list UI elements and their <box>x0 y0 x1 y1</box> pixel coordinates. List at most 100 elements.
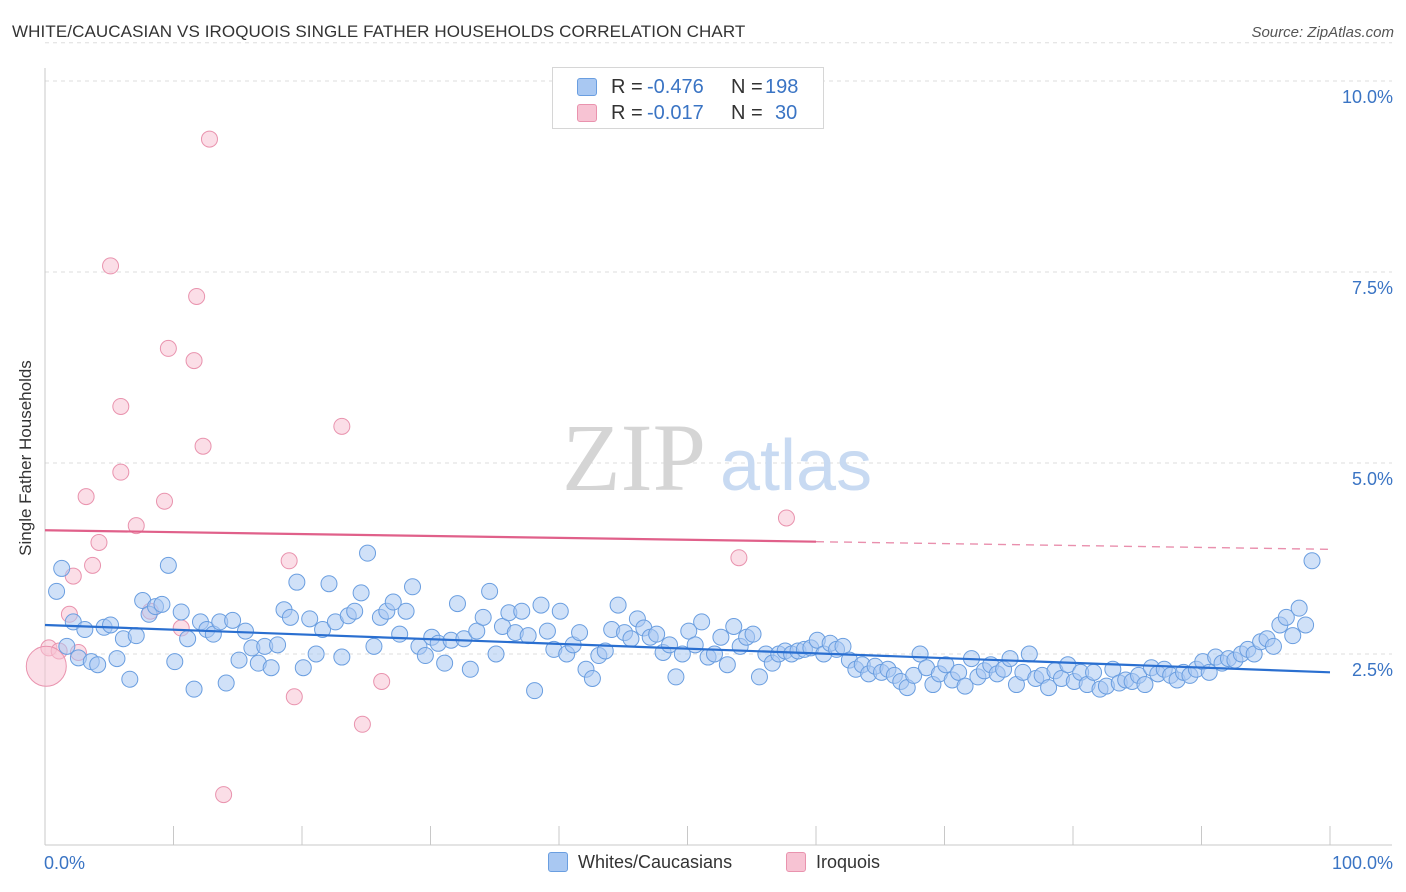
axes <box>44 68 1392 846</box>
y-tick-2-5: 2.5% <box>1351 660 1393 680</box>
legend-n-label: N = <box>731 102 763 124</box>
white-point <box>1040 679 1058 697</box>
white-point <box>571 624 589 642</box>
watermark-atlas: atlas <box>720 426 872 506</box>
iroquois-point <box>25 645 67 687</box>
white-point <box>487 645 505 663</box>
iroquois-trend-line <box>44 529 817 543</box>
white-point <box>905 666 923 684</box>
iroquois-point <box>730 549 748 567</box>
iroquois-point <box>84 556 102 574</box>
iroquois-point <box>373 673 391 691</box>
legend-label-iroquois: Iroquois <box>816 852 881 872</box>
white-point <box>391 625 409 643</box>
white-point <box>596 642 614 660</box>
white-point <box>172 603 190 621</box>
white-point <box>58 637 76 655</box>
white-point <box>269 636 287 654</box>
white-point <box>1303 552 1321 570</box>
white-point <box>307 645 325 663</box>
white-point <box>365 637 383 655</box>
white-point <box>725 617 743 635</box>
white-point <box>1277 608 1295 626</box>
white-point <box>224 611 242 629</box>
white-point <box>680 622 698 640</box>
white-point <box>481 582 499 600</box>
white-point <box>108 650 126 668</box>
white-point <box>301 610 319 628</box>
iroquois-point <box>159 339 177 357</box>
iroquois-points <box>25 130 795 804</box>
white-point <box>673 645 691 663</box>
white-point <box>538 622 556 640</box>
white-point <box>294 659 312 677</box>
iroquois-point <box>333 417 351 435</box>
white-point <box>397 602 415 620</box>
white-point <box>281 608 299 626</box>
x-tick-max: 100.0% <box>1331 853 1393 873</box>
source-label: Source: ZipAtlas.com <box>1251 24 1394 41</box>
white-point <box>314 621 332 639</box>
watermark-zip: ZIP <box>562 404 706 511</box>
white-point <box>230 651 248 669</box>
white-point <box>333 648 351 666</box>
white-point <box>384 593 402 611</box>
white-point <box>583 669 601 687</box>
iroquois-point <box>185 352 203 370</box>
white-point <box>1264 637 1282 655</box>
correlation-legend: R = -0.476 N = 198 R = -0.017 N = 30 <box>552 67 824 129</box>
white-point <box>404 578 422 596</box>
white-point <box>359 544 377 562</box>
white-point <box>166 653 184 671</box>
white-point <box>1085 663 1103 681</box>
legend-swatch-whites <box>548 852 568 872</box>
white-point <box>1059 656 1077 674</box>
white-point <box>416 647 434 665</box>
iroquois-point <box>215 786 233 804</box>
white-point <box>1001 650 1019 668</box>
white-point <box>718 656 736 674</box>
y-axis-label: Single Father Households <box>16 360 35 556</box>
white-point <box>89 656 107 674</box>
trend-lines <box>44 529 1331 674</box>
white-point <box>179 630 197 648</box>
white-point <box>153 595 171 613</box>
white-point <box>1297 616 1315 634</box>
white-point <box>127 627 145 645</box>
legend-r-value: -0.476 <box>647 76 704 98</box>
y-tick-7-5: 7.5% <box>1351 278 1393 298</box>
iroquois-point <box>102 257 120 275</box>
white-point <box>185 680 203 698</box>
legend-item-iroquois[interactable]: Iroquois <box>786 852 880 873</box>
iroquois-point <box>188 287 206 305</box>
watermark: ZIP atlas <box>562 404 872 511</box>
white-point <box>1284 627 1302 645</box>
white-point <box>1290 599 1308 617</box>
white-point <box>622 630 640 648</box>
white-point <box>950 663 968 681</box>
legend-item-whites[interactable]: Whites/Caucasians <box>548 852 732 873</box>
white-point <box>1136 676 1154 694</box>
white-point <box>551 602 569 620</box>
legend-label-whites: Whites/Caucasians <box>578 852 733 872</box>
white-point <box>648 625 666 643</box>
white-point <box>48 582 66 600</box>
legend-r-label: R = <box>611 76 643 98</box>
white-point <box>217 674 235 692</box>
white-point <box>532 596 550 614</box>
legend-n-label: N = <box>731 76 763 98</box>
white-point <box>686 636 704 654</box>
white-point <box>526 682 544 700</box>
iroquois-point <box>77 488 95 506</box>
white-points <box>48 544 1321 700</box>
white-point <box>513 602 531 620</box>
white-point <box>436 654 454 672</box>
white-point <box>121 670 139 688</box>
iroquois-point <box>777 509 795 527</box>
iroquois-point <box>353 715 371 733</box>
y-tick-5: 5.0% <box>1351 469 1393 489</box>
y-tick-10: 10.0% <box>1341 87 1393 107</box>
gridlines <box>45 42 1392 655</box>
legend-r-label: R = <box>611 102 643 124</box>
